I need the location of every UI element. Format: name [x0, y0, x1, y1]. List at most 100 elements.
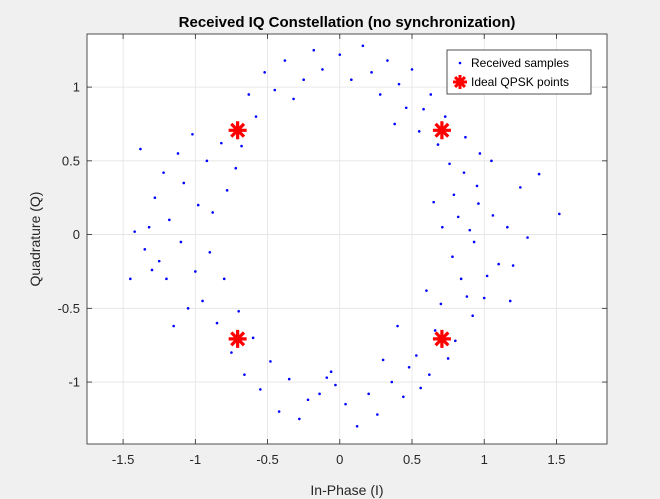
sample-point [425, 289, 428, 292]
sample-point [165, 277, 168, 281]
sample-point [243, 373, 246, 376]
sample-point [179, 240, 183, 244]
sample-point [211, 211, 214, 214]
sample-point [194, 270, 197, 273]
y-tick-labels: -1 -0.5 0 0.5 1 [58, 80, 80, 390]
sample-point [485, 274, 489, 278]
y-tick-label: 1 [73, 80, 80, 95]
sample-point [397, 82, 401, 86]
sample-point [205, 159, 209, 163]
sample-point [478, 152, 482, 155]
plot-area [87, 34, 607, 444]
sample-point [526, 236, 529, 239]
sample-point [344, 402, 347, 406]
ideal-qpsk-point [228, 121, 247, 140]
sample-point [162, 171, 165, 174]
sample-point [191, 132, 194, 136]
sample-point [263, 71, 266, 74]
sample-point [464, 135, 467, 139]
sample-point [230, 351, 233, 354]
sample-point [361, 44, 365, 48]
sample-point [407, 366, 411, 369]
sample-point [182, 181, 186, 185]
sample-point [147, 225, 151, 229]
legend-dot [458, 61, 462, 65]
ideal-qpsk-point [228, 329, 247, 348]
sample-point [225, 189, 229, 192]
sample-point [471, 314, 474, 317]
sample-point [456, 215, 460, 219]
sample-point [329, 370, 333, 374]
sample-point [254, 115, 258, 118]
x-tick-label: -0.5 [256, 452, 278, 467]
sample-point [222, 277, 226, 281]
sample-point [350, 78, 353, 82]
sample-point [251, 336, 255, 340]
sample-point [321, 68, 324, 71]
sample-point [150, 268, 154, 272]
ideal-qpsk-point [432, 329, 451, 348]
received-samples-layer [129, 44, 561, 428]
sample-point [402, 395, 405, 399]
sample-point [415, 354, 418, 357]
sample-point [482, 296, 486, 300]
sample-point [367, 392, 370, 396]
sample-point [386, 59, 389, 62]
sample-point [269, 360, 272, 363]
sample-point [325, 376, 329, 379]
grid-lines [87, 34, 607, 444]
legend-marker-received-samples [458, 61, 462, 65]
sample-point [508, 299, 512, 303]
sample-point [378, 93, 382, 96]
sample-point [390, 380, 394, 384]
sample-point [287, 377, 291, 381]
x-tick-label: 1 [481, 452, 488, 467]
y-tick-label: -0.5 [58, 301, 80, 316]
sample-point [422, 107, 425, 111]
sample-point [277, 410, 281, 413]
sample-point [472, 240, 476, 244]
y-tick-label: -1 [68, 375, 80, 390]
sample-point [404, 106, 408, 110]
sample-point [139, 147, 142, 151]
sample-point [506, 225, 509, 229]
sample-point [215, 321, 219, 325]
sample-point [491, 214, 495, 217]
sample-point [129, 277, 132, 281]
sample-point [519, 186, 522, 189]
sample-point [454, 339, 457, 343]
y-tick-label: 0 [73, 227, 80, 242]
legend-label-ideal-qpsk: Ideal QPSK points [471, 75, 569, 89]
sample-point [312, 48, 316, 52]
sample-point [558, 212, 561, 216]
y-axis-label: Quadrature (Q) [27, 192, 43, 287]
x-tick-label: 0.5 [403, 452, 421, 467]
sample-point [176, 152, 180, 155]
sample-point [153, 196, 157, 200]
sample-point [220, 141, 223, 145]
sample-point [338, 53, 342, 56]
legend-marker-ideal-qpsk [453, 75, 467, 89]
sample-point [133, 230, 136, 233]
sample-point [417, 130, 421, 133]
sample-point [201, 299, 204, 303]
sample-point [168, 218, 171, 222]
sample-point [462, 171, 466, 174]
x-tick-label: -1 [190, 452, 202, 467]
sample-point [283, 59, 287, 62]
sample-point [234, 166, 238, 170]
sample-point [511, 264, 515, 267]
sample-point [157, 259, 161, 263]
sample-point [537, 172, 541, 176]
legend-star [453, 75, 467, 89]
sample-point [475, 184, 479, 188]
sample-point [432, 200, 435, 204]
sample-point [428, 373, 431, 376]
y-tick-label: 0.5 [62, 153, 80, 168]
sample-point [396, 324, 399, 328]
sample-point [381, 358, 385, 362]
sample-point [443, 115, 447, 118]
sample-point [410, 68, 414, 71]
ideal-points-layer [228, 121, 451, 348]
